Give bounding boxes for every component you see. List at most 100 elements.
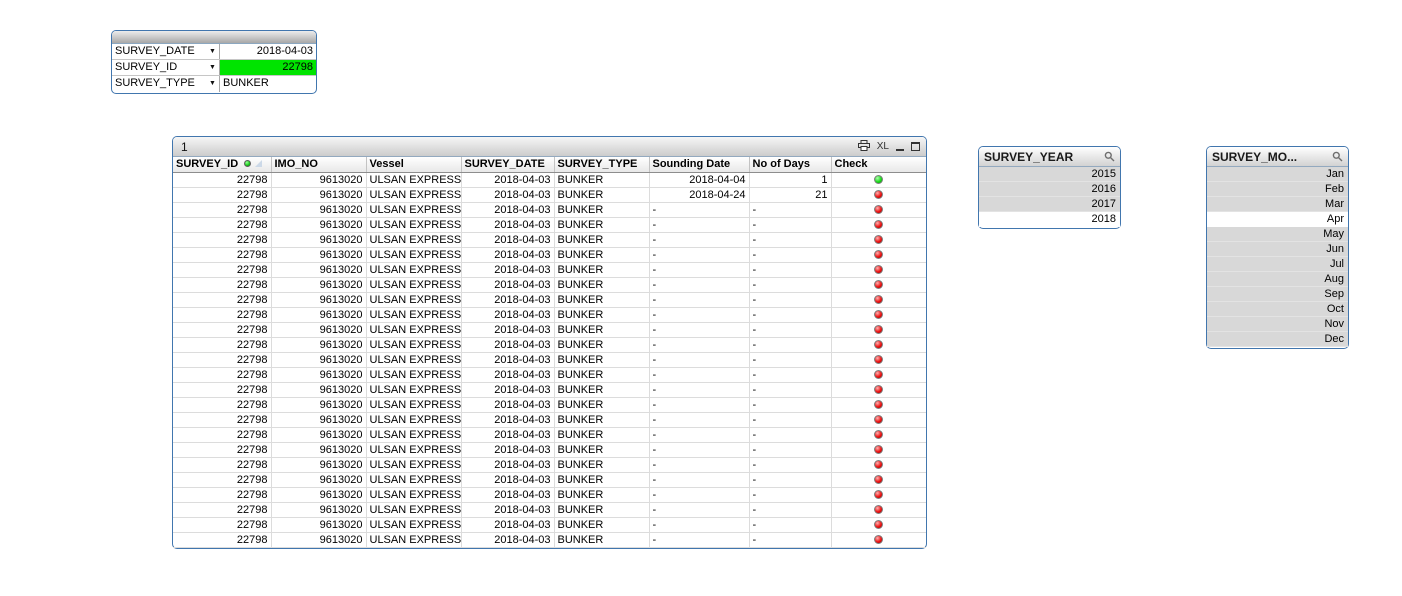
listbox-item-jul[interactable]: Jul [1207,257,1348,272]
minimize-icon[interactable] [896,149,904,151]
cell-imo-no: 9613020 [271,517,367,533]
cell-vessel: ULSAN EXPRESS [366,472,462,488]
column-header-survey-type[interactable]: SURVEY_TYPE [554,157,650,173]
table-row[interactable]: 22798 9613020 ULSAN EXPRESS 2018-04-03 BUNKE… [173,187,926,203]
selection-field-name: SURVEY_TYPE [115,77,195,89]
cell-vessel: ULSAN EXPRESS [366,487,462,503]
table-row[interactable]: 22798 9613020 ULSAN EXPRESS 2018-04-03 BUNKE… [173,532,926,548]
listbox-item-2015[interactable]: 2015 [979,167,1120,182]
table-row[interactable]: 22798 9613020 ULSAN EXPRESS 2018-04-03 BUNKE… [173,217,926,233]
listbox-item-2017[interactable]: 2017 [979,197,1120,212]
table-row[interactable]: 22798 9613020 ULSAN EXPRESS 2018-04-03 BUNKE… [173,292,926,308]
table-row[interactable]: 22798 9613020 ULSAN EXPRESS 2018-04-03 BUNKE… [173,277,926,293]
print-icon[interactable] [857,139,870,154]
table-row[interactable]: 22798 9613020 ULSAN EXPRESS 2018-04-03 BUNKE… [173,487,926,503]
listbox-item-oct[interactable]: Oct [1207,302,1348,317]
table-row[interactable]: 22798 9613020 ULSAN EXPRESS 2018-04-03 BUNKE… [173,382,926,398]
selection-value[interactable]: 2018-04-03 [219,44,316,59]
table-row[interactable]: 22798 9613020 ULSAN EXPRESS 2018-04-03 BUNKE… [173,502,926,518]
table-row[interactable]: 22798 9613020 ULSAN EXPRESS 2018-04-03 BUNKE… [173,232,926,248]
current-selections-caption[interactable] [112,31,316,44]
selection-value[interactable]: 22798 [219,60,316,75]
listbox-item-sep[interactable]: Sep [1207,287,1348,302]
column-header-survey-date[interactable]: SURVEY_DATE [461,157,555,173]
listbox-item-jun[interactable]: Jun [1207,242,1348,257]
selection-field-name: SURVEY_ID [115,61,178,73]
column-header-imo-no[interactable]: IMO_NO [271,157,367,173]
table-row[interactable]: 22798 9613020 ULSAN EXPRESS 2018-04-03 BUNKE… [173,442,926,458]
cell-no-of-days: - [749,277,832,293]
cell-survey-type: BUNKER [554,382,650,398]
cell-survey-date: 2018-04-03 [461,532,555,548]
cell-sounding-date: - [649,352,750,368]
cell-sounding-date: - [649,262,750,278]
cell-survey-id: 22798 [173,427,272,443]
column-header-label: Vessel [369,158,404,171]
cell-survey-type: BUNKER [554,277,650,293]
table-row[interactable]: 22798 9613020 ULSAN EXPRESS 2018-04-03 BUNKE… [173,202,926,218]
cell-survey-type: BUNKER [554,352,650,368]
dropdown-arrow-icon[interactable]: ▼ [209,48,216,55]
column-header-sounding-date[interactable]: Sounding Date [649,157,750,173]
cell-check [831,337,926,353]
cell-vessel: ULSAN EXPRESS [366,337,462,353]
search-icon[interactable] [1104,151,1115,162]
table-row[interactable]: 22798 9613020 ULSAN EXPRESS 2018-04-03 BUNKE… [173,172,926,188]
table-row[interactable]: 22798 9613020 ULSAN EXPRESS 2018-04-03 BUNKE… [173,322,926,338]
table-row[interactable]: 22798 9613020 ULSAN EXPRESS 2018-04-03 BUNKE… [173,262,926,278]
cell-vessel: ULSAN EXPRESS [366,322,462,338]
listbox-item-feb[interactable]: Feb [1207,182,1348,197]
column-header-survey-id[interactable]: SURVEY_ID [173,157,272,173]
table-row[interactable]: 22798 9613020 ULSAN EXPRESS 2018-04-03 BUNKE… [173,472,926,488]
cell-vessel: ULSAN EXPRESS [366,172,462,188]
table-row[interactable]: 22798 9613020 ULSAN EXPRESS 2018-04-03 BUNKE… [173,397,926,413]
column-header-label: Sounding Date [652,158,731,171]
cell-imo-no: 9613020 [271,487,367,503]
selection-value[interactable]: BUNKER [219,76,316,92]
check-dot-green-icon [874,174,884,184]
cell-no-of-days: - [749,352,832,368]
column-header-label: SURVEY_TYPE [557,158,638,171]
table-row[interactable]: 22798 9613020 ULSAN EXPRESS 2018-04-03 BUNKE… [173,457,926,473]
listbox-item-aug[interactable]: Aug [1207,272,1348,287]
cell-no-of-days: - [749,457,832,473]
cell-survey-date: 2018-04-03 [461,457,555,473]
table-row[interactable]: 22798 9613020 ULSAN EXPRESS 2018-04-03 BUNKE… [173,247,926,263]
listbox-survey-month-caption[interactable]: SURVEY_MO... [1207,147,1348,167]
table-row[interactable]: 22798 9613020 ULSAN EXPRESS 2018-04-03 BUNKE… [173,412,926,428]
listbox-survey-year-caption[interactable]: SURVEY_YEAR [979,147,1120,167]
column-header-vessel[interactable]: Vessel [366,157,462,173]
listbox-item-nov[interactable]: Nov [1207,317,1348,332]
cell-sounding-date: - [649,307,750,323]
survey-table-caption[interactable]: 1 XL [173,137,926,157]
excel-export-icon[interactable]: XL [876,141,889,152]
cell-vessel: ULSAN EXPRESS [366,352,462,368]
table-row[interactable]: 22798 9613020 ULSAN EXPRESS 2018-04-03 BUNKE… [173,352,926,368]
table-row[interactable]: 22798 9613020 ULSAN EXPRESS 2018-04-03 BUNKE… [173,367,926,383]
table-row[interactable]: 22798 9613020 ULSAN EXPRESS 2018-04-03 BUNKE… [173,517,926,533]
dropdown-arrow-icon[interactable]: ▼ [209,80,216,87]
listbox-item-2016[interactable]: 2016 [979,182,1120,197]
dropdown-arrow-icon[interactable]: ▼ [209,64,216,71]
selection-indicator-icon [244,160,252,168]
listbox-item-dec[interactable]: Dec [1207,332,1348,347]
listbox-item-jan[interactable]: Jan [1207,167,1348,182]
listbox-item-may[interactable]: May [1207,227,1348,242]
check-dot-red-icon [874,339,884,349]
listbox-item-2018[interactable]: 2018 [979,212,1120,227]
cell-survey-type: BUNKER [554,337,650,353]
cell-check [831,232,926,248]
search-icon[interactable] [1332,151,1343,162]
cell-survey-id: 22798 [173,487,272,503]
listbox-item-mar[interactable]: Mar [1207,197,1348,212]
listbox-item-apr[interactable]: Apr [1207,212,1348,227]
cell-vessel: ULSAN EXPRESS [366,532,462,548]
table-row[interactable]: 22798 9613020 ULSAN EXPRESS 2018-04-03 BUNKE… [173,337,926,353]
cell-imo-no: 9613020 [271,427,367,443]
table-row[interactable]: 22798 9613020 ULSAN EXPRESS 2018-04-03 BUNKE… [173,427,926,443]
column-header-no-of-days[interactable]: No of Days [749,157,832,173]
column-header-check[interactable]: Check [831,157,926,173]
check-dot-red-icon [874,249,884,259]
maximize-icon[interactable] [911,142,920,151]
table-row[interactable]: 22798 9613020 ULSAN EXPRESS 2018-04-03 BUNKE… [173,307,926,323]
